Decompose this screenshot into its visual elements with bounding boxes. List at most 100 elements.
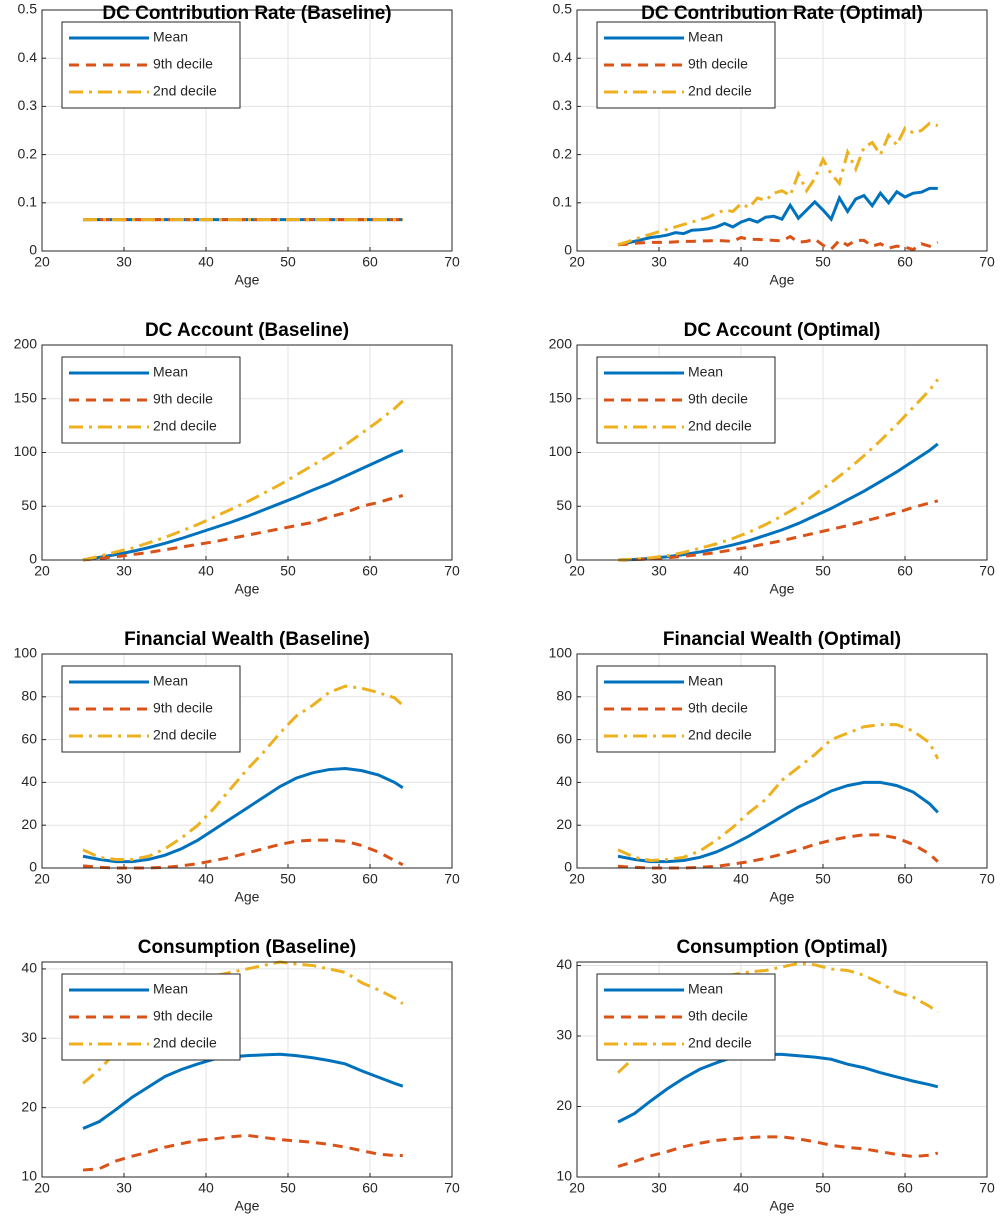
x-tick-label: 20 (569, 563, 585, 579)
x-tick-label: 60 (362, 1180, 378, 1196)
axes-box (41, 961, 453, 1178)
x-tick-label: 40 (733, 871, 749, 887)
y-tick-label: 0.5 (553, 1, 573, 17)
x-tick-label: 20 (569, 254, 585, 270)
y-tick-label: 100 (549, 645, 573, 661)
y-tick-label: 0.3 (553, 97, 573, 113)
y-tick-label: 0 (29, 551, 37, 567)
y-tick-label: 10 (21, 1168, 37, 1184)
x-tick-label: 60 (897, 1180, 913, 1196)
y-tick-label: 20 (21, 816, 37, 832)
chart-title: Consumption (Baseline) (138, 937, 357, 958)
y-tick-label: 0.3 (18, 97, 38, 113)
chart-title: DC Contribution Rate (Baseline) (102, 3, 391, 24)
x-tick-label: 40 (198, 563, 214, 579)
y-tick-label: 0 (29, 859, 37, 875)
x-tick-label: 50 (815, 871, 831, 887)
series-line (617, 378, 939, 562)
legend-label: 2nd decile (153, 83, 217, 99)
x-tick-label: 60 (897, 254, 913, 270)
y-tick-label: 0 (564, 242, 572, 258)
axes-box (576, 9, 988, 252)
y-tick-label: 200 (549, 336, 573, 352)
x-tick-label: 50 (280, 871, 296, 887)
subplot: 20 30 40 50 60 70 0 0.1 0.2 0.3 0.4 0.5 Mean 9th deci… (553, 1, 995, 288)
x-tick-label: 20 (34, 563, 50, 579)
y-tick-label: 30 (556, 1027, 572, 1043)
y-tick-label: 20 (556, 1097, 572, 1113)
y-tick-label: 40 (21, 960, 37, 976)
legend-label: Mean (153, 29, 188, 45)
x-axis-label: Age (770, 272, 795, 288)
x-tick-label: 60 (897, 871, 913, 887)
x-tick-label: 30 (116, 254, 132, 270)
x-tick-label: 20 (569, 871, 585, 887)
y-tick-label: 0.1 (18, 194, 38, 210)
legend-label: 9th decile (688, 391, 748, 407)
legend-label: 9th decile (153, 1008, 213, 1024)
x-tick-label: 60 (362, 871, 378, 887)
y-tick-label: 30 (21, 1029, 37, 1045)
y-tick-label: 80 (21, 688, 37, 704)
y-tick-label: 40 (21, 773, 37, 789)
y-tick-label: 40 (556, 773, 572, 789)
x-tick-label: 40 (198, 254, 214, 270)
y-tick-label: 100 (549, 443, 573, 459)
legend-label: 9th decile (688, 700, 748, 716)
chart-title: Consumption (Optimal) (676, 937, 887, 958)
axes-box (576, 344, 988, 561)
axes-box (576, 961, 988, 1178)
subplot: 20 30 40 50 60 70 0 50 100 150 200 Mean 9th decile 2n… (14, 320, 460, 597)
legend-label: Mean (688, 981, 723, 997)
y-tick-label: 0 (29, 242, 37, 258)
series-line (617, 1052, 939, 1124)
x-tick-label: 30 (651, 563, 667, 579)
legend-label: 9th decile (153, 700, 213, 716)
x-tick-label: 70 (444, 1180, 460, 1196)
y-tick-label: 10 (556, 1168, 572, 1184)
y-tick-label: 0 (564, 859, 572, 875)
series-line (617, 780, 939, 864)
series-line (617, 186, 938, 247)
x-axis-label: Age (235, 581, 260, 597)
y-tick-label: 20 (556, 816, 572, 832)
x-tick-label: 20 (34, 254, 50, 270)
x-tick-label: 30 (651, 254, 667, 270)
legend-label: Mean (688, 364, 723, 380)
legend-label: 9th decile (688, 1008, 748, 1024)
x-tick-label: 70 (444, 871, 460, 887)
y-tick-label: 0.1 (553, 194, 573, 210)
legend-label: Mean (688, 29, 723, 45)
x-tick-label: 40 (733, 254, 749, 270)
y-tick-label: 0 (564, 551, 572, 567)
x-tick-label: 50 (815, 563, 831, 579)
series-line (617, 234, 939, 252)
legend-label: 2nd decile (153, 418, 217, 434)
y-tick-label: 150 (14, 389, 38, 405)
x-tick-label: 20 (34, 871, 50, 887)
y-tick-label: 0.2 (553, 145, 573, 161)
series-line (617, 723, 940, 863)
x-tick-label: 40 (733, 1180, 749, 1196)
x-tick-label: 20 (569, 1180, 585, 1196)
series-line (82, 399, 404, 562)
series-line (617, 121, 939, 247)
x-tick-label: 30 (651, 871, 667, 887)
chart-title: DC Contribution Rate (Optimal) (641, 3, 923, 24)
x-tick-label: 50 (280, 1180, 296, 1196)
legend-label: 9th decile (688, 56, 748, 72)
x-tick-label: 50 (815, 254, 831, 270)
y-tick-label: 80 (556, 688, 572, 704)
x-tick-label: 30 (116, 871, 132, 887)
x-tick-label: 70 (979, 1180, 995, 1196)
series-line (617, 499, 939, 562)
legend-label: Mean (153, 981, 188, 997)
series-line (82, 448, 404, 562)
y-tick-label: 0.5 (18, 1, 38, 17)
x-tick-label: 70 (444, 254, 460, 270)
y-tick-label: 50 (556, 497, 572, 513)
legend-label: 2nd decile (688, 727, 752, 743)
